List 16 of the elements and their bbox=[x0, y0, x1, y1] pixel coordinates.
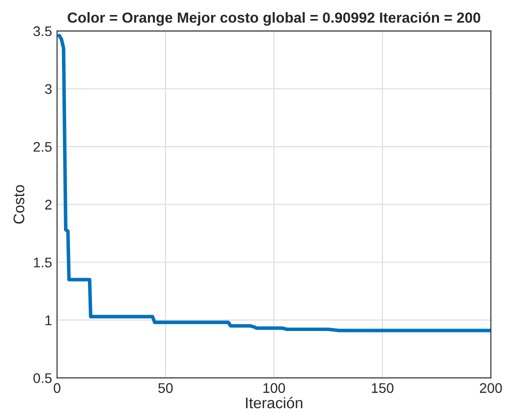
y-tick-label: 1.5 bbox=[34, 258, 52, 268]
x-tick-label: 150 bbox=[372, 383, 394, 393]
y-tick-label: 1 bbox=[46, 316, 52, 326]
chart-title: Color = Orange Mejor costo global = 0.90992 Iteración = 200 bbox=[68, 12, 480, 26]
line-series bbox=[58, 34, 491, 332]
x-tick-label: 200 bbox=[480, 383, 502, 393]
y-tick-label: 2.5 bbox=[34, 142, 52, 152]
x-tick-label: 0 bbox=[54, 383, 60, 393]
y-axis-title: Costo bbox=[14, 185, 24, 224]
x-tick-label: 100 bbox=[263, 383, 286, 393]
y-tick-label: 0.5 bbox=[33, 373, 52, 384]
y-tick-label: 3.5 bbox=[33, 26, 52, 36]
y-tick-label: 3 bbox=[45, 84, 52, 94]
x-axis-title: Iteración bbox=[246, 396, 302, 408]
y-tick-label: 2 bbox=[45, 200, 52, 210]
x-tick-label: 50 bbox=[158, 383, 173, 393]
